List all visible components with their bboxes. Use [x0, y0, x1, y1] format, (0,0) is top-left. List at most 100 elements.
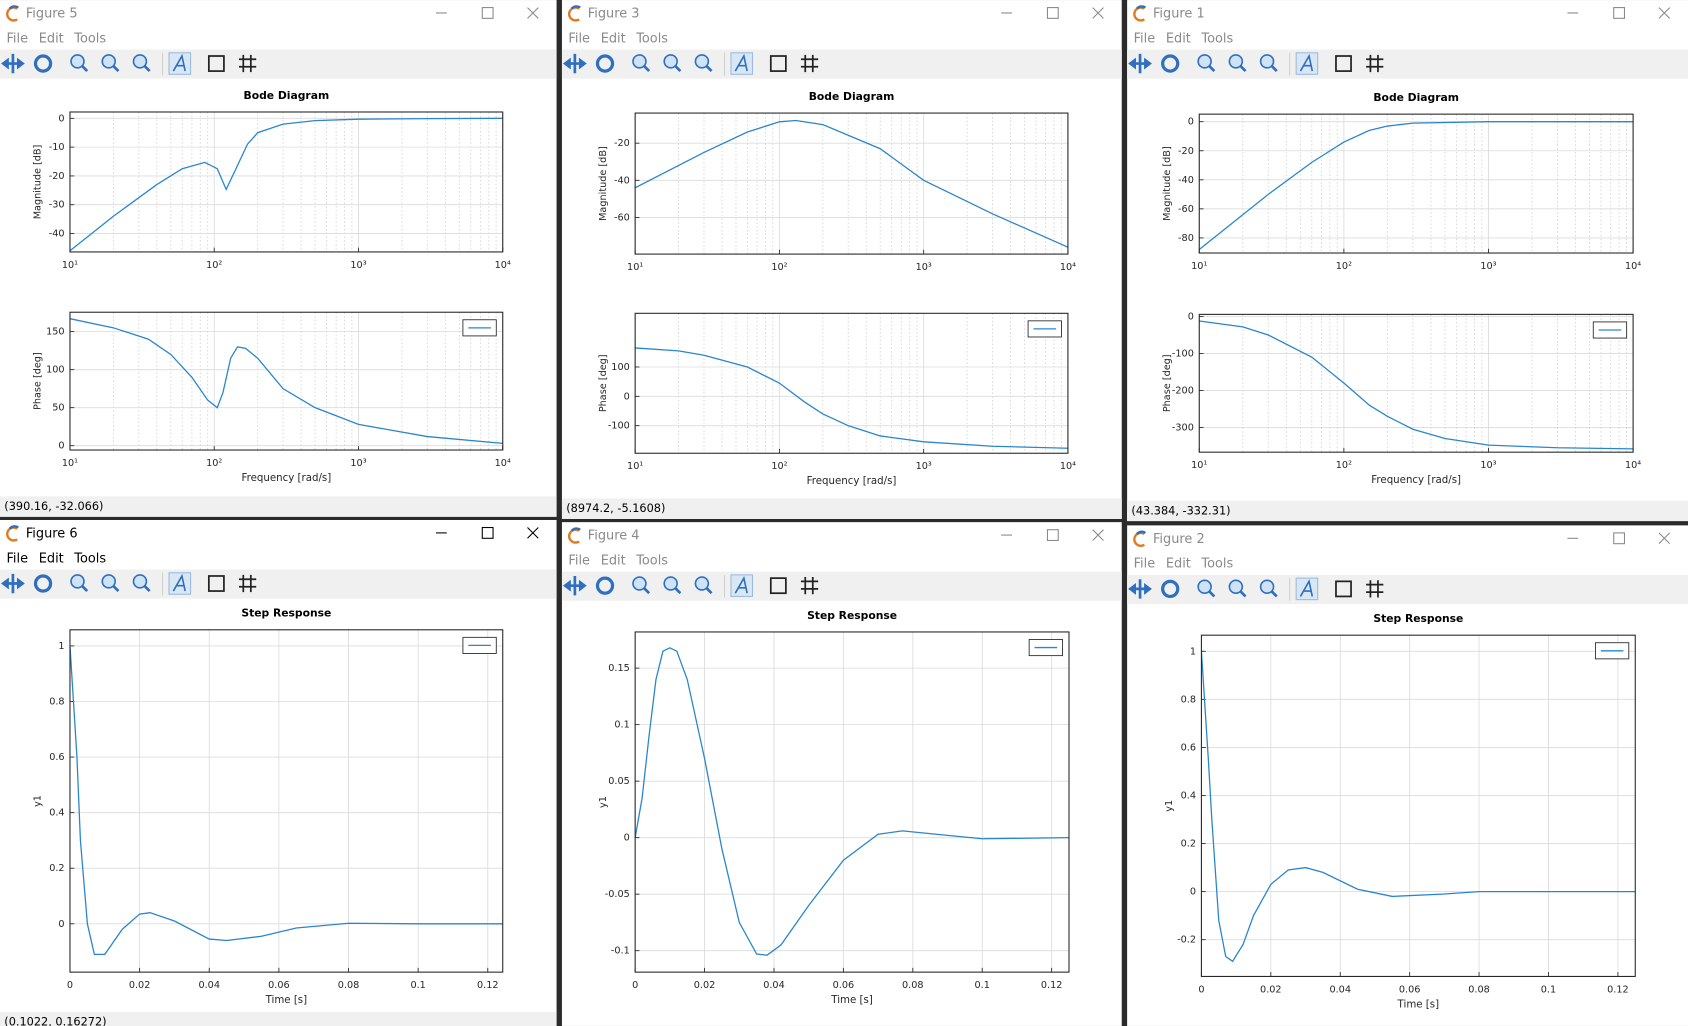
- y-tick-label: 0: [58, 113, 64, 124]
- tool-rotate[interactable]: [33, 54, 53, 73]
- tool-zoom[interactable]: [1197, 579, 1212, 595]
- tool-pan[interactable]: [0, 573, 25, 594]
- tool-zoom[interactable]: [694, 54, 710, 69]
- tool-box[interactable]: [769, 577, 787, 595]
- tool-zoom[interactable]: [1259, 579, 1275, 595]
- maximize-button[interactable]: [1046, 529, 1059, 541]
- tool-zoom[interactable]: [70, 54, 85, 69]
- x-tick-label: 0.08: [338, 980, 360, 991]
- maximize-button[interactable]: [1613, 532, 1626, 545]
- tool-zoom[interactable]: [632, 54, 647, 69]
- menu-item[interactable]: Edit: [601, 31, 626, 46]
- tool-zoom[interactable]: [132, 54, 148, 69]
- tool-grid[interactable]: [238, 54, 257, 73]
- menu-item[interactable]: Edit: [601, 553, 626, 568]
- x-axis-label: Frequency [rad/s]: [241, 473, 331, 484]
- tool-text-frame[interactable]: [1295, 577, 1319, 601]
- tool-pan[interactable]: [562, 575, 587, 596]
- menu-item[interactable]: File: [1134, 557, 1156, 572]
- y-tick-label: -100: [608, 421, 630, 432]
- tool-rotate[interactable]: [1161, 54, 1180, 73]
- tool-zoom[interactable]: [101, 54, 116, 69]
- toolbar: [0, 569, 557, 599]
- tool-text-frame[interactable]: [1295, 52, 1319, 75]
- y-tick-label: -10: [49, 142, 65, 153]
- toolbar: [561, 49, 1122, 79]
- close-button[interactable]: [1092, 7, 1104, 19]
- menu-item[interactable]: File: [6, 31, 28, 46]
- tool-text-frame[interactable]: [168, 572, 192, 595]
- tool-grid[interactable]: [238, 574, 257, 593]
- menu-item[interactable]: Tools: [73, 31, 106, 46]
- maximize-button[interactable]: [481, 7, 494, 19]
- tool-box[interactable]: [1335, 580, 1352, 598]
- maximize-button[interactable]: [481, 526, 494, 539]
- tool-zoom[interactable]: [663, 576, 678, 591]
- maximize-button[interactable]: [1046, 7, 1059, 19]
- menu-item[interactable]: File: [568, 553, 590, 568]
- tool-grid[interactable]: [800, 577, 819, 595]
- data-line: [1199, 320, 1634, 450]
- tool-grid[interactable]: [1366, 580, 1384, 598]
- tool-text-frame[interactable]: [730, 574, 754, 597]
- menu-item[interactable]: Edit: [39, 551, 64, 566]
- y-tick-label: 0.6: [1181, 742, 1196, 753]
- close-button[interactable]: [527, 7, 539, 19]
- app-icon-part: [1135, 5, 1147, 10]
- tool-rotate[interactable]: [595, 54, 615, 73]
- tool-zoom[interactable]: [632, 576, 647, 591]
- menu-item[interactable]: File: [568, 31, 590, 46]
- tool-zoom-handle: [143, 584, 151, 592]
- tool-box[interactable]: [207, 575, 225, 592]
- figure-window: Figure 2 File Edit Tools 0 0.02 0.04 0.06 0.08 0.…: [1127, 525, 1688, 1026]
- tool-zoom[interactable]: [694, 576, 710, 591]
- menu-item[interactable]: Edit: [39, 31, 64, 46]
- menu-item[interactable]: Tools: [1200, 31, 1233, 46]
- menu-item[interactable]: Tools: [635, 31, 668, 46]
- tool-grid[interactable]: [800, 54, 819, 73]
- tool-box[interactable]: [207, 55, 225, 72]
- tool-pan[interactable]: [1128, 53, 1152, 74]
- menu-item[interactable]: File: [1134, 31, 1156, 46]
- menu-item[interactable]: Tools: [1200, 557, 1233, 572]
- tool-zoom[interactable]: [132, 574, 148, 589]
- tool-zoom[interactable]: [663, 54, 678, 69]
- close-button[interactable]: [527, 527, 539, 539]
- tool-zoom-handle: [80, 584, 89, 592]
- maximize-button[interactable]: [1613, 7, 1626, 19]
- tool-zoom[interactable]: [1228, 579, 1244, 595]
- tool-box[interactable]: [769, 55, 787, 72]
- tool-pan[interactable]: [0, 53, 25, 74]
- menu-item[interactable]: File: [6, 551, 28, 566]
- tool-rotate[interactable]: [595, 576, 615, 595]
- tool-text-frame[interactable]: [730, 52, 754, 75]
- y-tick-label: 0.4: [1181, 790, 1196, 801]
- window-title: Figure 4: [588, 529, 640, 544]
- chart-title: Bode Diagram: [809, 90, 895, 103]
- x-tick-label: 10³: [1480, 261, 1496, 272]
- menu-item[interactable]: Edit: [1166, 31, 1191, 46]
- tool-rotate[interactable]: [33, 574, 53, 593]
- close-button[interactable]: [1092, 529, 1104, 541]
- menu-item[interactable]: Edit: [1166, 557, 1191, 572]
- tool-text-frame[interactable]: [168, 52, 192, 75]
- tool-zoom[interactable]: [101, 574, 116, 589]
- close-button[interactable]: [1658, 7, 1671, 19]
- tool-rotate[interactable]: [1161, 579, 1180, 599]
- menu-item[interactable]: Tools: [73, 551, 106, 566]
- tool-pan[interactable]: [562, 53, 587, 74]
- tool-zoom[interactable]: [1228, 54, 1244, 69]
- tool-box[interactable]: [1335, 55, 1352, 72]
- figure-window: Figure 3 File Edit Tools (8974.2, -5.1608) 10…: [561, 0, 1122, 519]
- menu-item[interactable]: Tools: [635, 553, 668, 568]
- tool-zoom[interactable]: [1259, 54, 1275, 69]
- tool-zoom[interactable]: [1197, 54, 1212, 69]
- data-line: [69, 318, 503, 445]
- tool-zoom[interactable]: [70, 574, 85, 589]
- tool-pan[interactable]: [1128, 579, 1152, 599]
- tool-grid[interactable]: [1366, 54, 1384, 73]
- axes-frame: [69, 629, 504, 973]
- tool-zoom-handle: [674, 64, 682, 73]
- close-button[interactable]: [1658, 532, 1671, 545]
